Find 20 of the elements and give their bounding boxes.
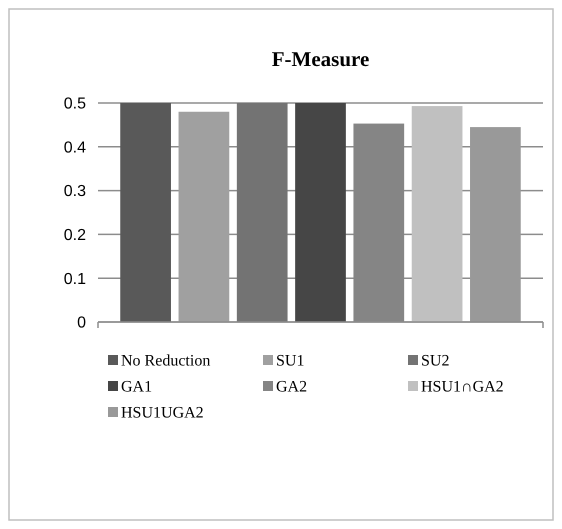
- chart-title: F-Measure: [272, 47, 370, 71]
- bar: [470, 127, 521, 322]
- y-tick-label: 0.5: [64, 96, 86, 113]
- legend-label: No Reduction: [121, 352, 210, 370]
- bar: [120, 103, 171, 322]
- legend-label: HSU1∩GA2: [421, 378, 504, 396]
- legend-label: SU1: [276, 352, 304, 370]
- legend-label: GA2: [276, 378, 308, 396]
- legend-label: GA1: [121, 378, 152, 396]
- y-tick-label: 0.3: [64, 183, 86, 200]
- y-tick-label: 0.4: [64, 139, 86, 156]
- bar: [412, 106, 462, 322]
- bar: [178, 112, 230, 322]
- y-tick-label: 0: [77, 314, 86, 332]
- legend-label: HSU1UGA2: [121, 404, 204, 422]
- bar: [295, 103, 346, 322]
- bar: [236, 103, 288, 322]
- y-tick-label: 0.2: [64, 227, 86, 244]
- y-tick-label: 0.1: [64, 270, 86, 288]
- legend-label: SU2: [421, 352, 450, 370]
